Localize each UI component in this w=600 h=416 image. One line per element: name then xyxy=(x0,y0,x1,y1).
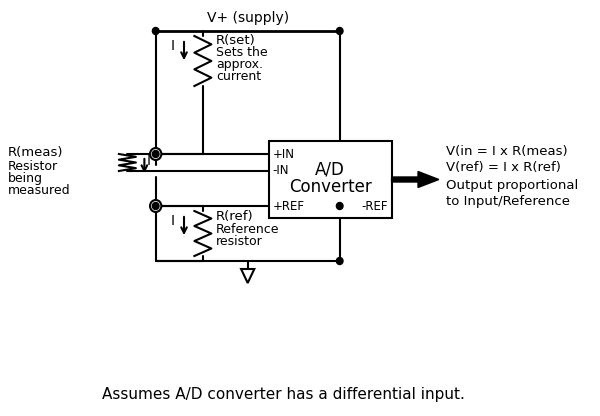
Bar xyxy=(269,141,392,218)
Text: I: I xyxy=(146,154,150,168)
Text: Assumes A/D converter has a differential input.: Assumes A/D converter has a differential… xyxy=(101,387,464,402)
Circle shape xyxy=(337,203,343,210)
Text: R(set): R(set) xyxy=(216,34,256,47)
Text: -REF: -REF xyxy=(361,200,388,213)
Text: to Input/Reference: to Input/Reference xyxy=(446,195,571,208)
Text: +IN: +IN xyxy=(273,148,295,161)
Circle shape xyxy=(152,151,159,158)
Polygon shape xyxy=(392,171,439,188)
Text: I: I xyxy=(170,39,175,53)
Circle shape xyxy=(337,27,343,35)
Text: A/D: A/D xyxy=(316,161,345,178)
Text: current: current xyxy=(216,70,261,83)
Circle shape xyxy=(150,200,161,212)
Text: V(in = I x R(meas): V(in = I x R(meas) xyxy=(446,145,568,158)
Text: measured: measured xyxy=(8,184,70,197)
Circle shape xyxy=(337,258,343,265)
Text: being: being xyxy=(8,172,43,185)
Text: V(ref) = I x R(ref): V(ref) = I x R(ref) xyxy=(446,161,561,174)
Text: Reference: Reference xyxy=(216,223,280,236)
Circle shape xyxy=(152,27,159,35)
Text: -IN: -IN xyxy=(273,164,289,178)
Text: resistor: resistor xyxy=(216,235,263,248)
Circle shape xyxy=(150,148,161,160)
Text: approx.: approx. xyxy=(216,58,263,71)
Text: +REF: +REF xyxy=(273,200,305,213)
Text: I: I xyxy=(170,214,175,228)
Text: Resistor: Resistor xyxy=(8,160,58,173)
Text: R(ref): R(ref) xyxy=(216,210,254,223)
Text: Output proportional: Output proportional xyxy=(446,179,578,192)
Circle shape xyxy=(152,203,159,210)
Text: Converter: Converter xyxy=(289,178,371,196)
Text: R(meas): R(meas) xyxy=(8,146,63,159)
Text: Sets the: Sets the xyxy=(216,46,268,59)
Text: V+ (supply): V+ (supply) xyxy=(206,11,289,25)
